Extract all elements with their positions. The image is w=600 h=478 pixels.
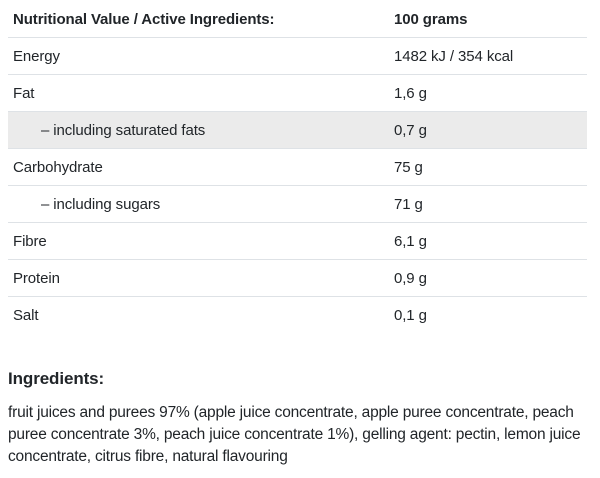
product-nutrition-page: Nutritional Value / Active Ingredients: …	[8, 1, 587, 468]
table-row-sugars: – including sugars 71 g	[8, 186, 587, 223]
row-label: Fat	[13, 84, 35, 102]
table-row-carbohydrate: Carbohydrate 75 g	[8, 149, 587, 186]
row-value: 1482 kJ / 354 kcal	[394, 47, 514, 65]
row-label: – including sugars	[41, 195, 161, 213]
table-row-energy: Energy 1482 kJ / 354 kcal	[8, 38, 587, 75]
table-row-fat: Fat 1,6 g	[8, 75, 587, 112]
table-header-label: Nutritional Value / Active Ingredients:	[13, 10, 275, 28]
table-row-protein: Protein 0,9 g	[8, 260, 587, 297]
row-value: 0,9 g	[394, 269, 427, 287]
ingredients-section: Ingredients: fruit juices and purees 97%…	[8, 369, 587, 468]
ingredients-heading: Ingredients:	[8, 369, 105, 388]
nutrition-table: Nutritional Value / Active Ingredients: …	[8, 1, 587, 334]
row-label: Salt	[13, 307, 39, 324]
row-value: 1,6 g	[394, 84, 427, 102]
table-row-salt: Salt 0,1 g	[8, 297, 587, 334]
row-value: 71 g	[394, 195, 423, 213]
table-header-value: 100 grams	[394, 10, 468, 28]
table-header-row: Nutritional Value / Active Ingredients: …	[8, 1, 587, 38]
row-value: 0,7 g	[394, 121, 427, 139]
ingredients-text: fruit juices and purees 97% (apple juice…	[8, 404, 581, 465]
row-label: Protein	[13, 269, 60, 287]
row-value: 0,1 g	[394, 307, 427, 324]
row-value: 6,1 g	[394, 232, 427, 250]
table-row-saturated-fats: – including saturated fats 0,7 g	[8, 112, 587, 149]
row-label: – including saturated fats	[41, 121, 206, 139]
row-value: 75 g	[394, 158, 423, 176]
row-label: Energy	[13, 47, 60, 65]
row-label: Fibre	[13, 232, 47, 250]
table-row-fibre: Fibre 6,1 g	[8, 223, 587, 260]
row-label: Carbohydrate	[13, 158, 103, 176]
